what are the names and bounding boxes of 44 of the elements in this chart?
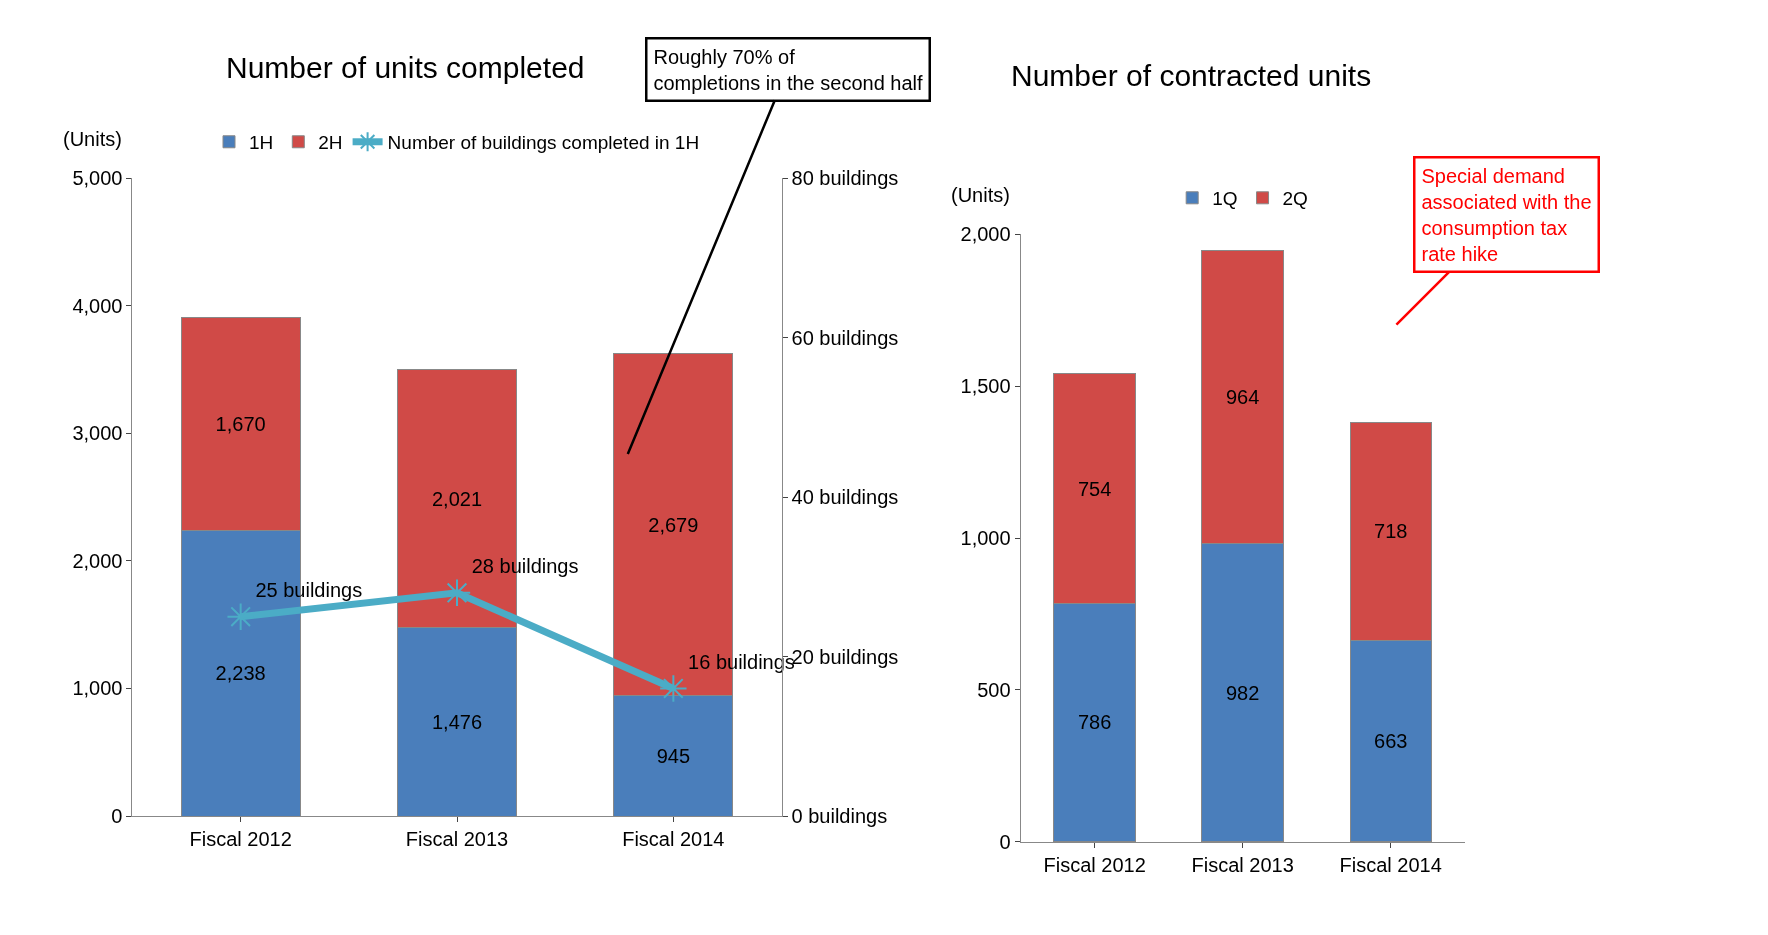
y2-tick-label: 0 buildings	[791, 805, 888, 828]
chart-title: Number of contracted units	[1011, 59, 1372, 92]
y-tick-label: 3,000	[72, 422, 123, 445]
data-label: 2,021	[431, 487, 483, 510]
legend-label: 2Q	[1282, 188, 1308, 210]
data-label: 718	[1374, 520, 1408, 543]
y-tick-label: 500	[977, 678, 1011, 701]
legend-label: Number of buildings completed in 1H	[387, 132, 700, 154]
data-label: 2,679	[648, 513, 699, 536]
y-tick-label: 1,000	[960, 527, 1011, 550]
y-axis-title: (Units)	[63, 128, 122, 150]
y-tick-label: 2,000	[72, 549, 123, 572]
y-tick-label: 0	[999, 830, 1011, 853]
data-label: 1,476	[431, 710, 483, 733]
y-tick-label: 1,500	[960, 375, 1011, 398]
x-tick-label: Fiscal 2012	[1043, 853, 1146, 876]
legend-label: 1Q	[1212, 188, 1238, 210]
x-tick-label: Fiscal 2014	[1339, 853, 1442, 876]
data-label: 1,670	[215, 412, 266, 435]
y2-tick-label: 40 buildings	[791, 486, 899, 509]
data-label: 663	[1374, 730, 1408, 753]
data-label: 754	[1077, 477, 1112, 500]
data-label: 786	[1077, 711, 1112, 734]
x-tick-label: Fiscal 2013	[405, 828, 509, 851]
y-tick-label: 2,000	[960, 223, 1011, 246]
y-tick-label: 1,000	[72, 677, 123, 700]
y-tick-label: 0	[111, 805, 123, 828]
data-label: 982	[1225, 681, 1260, 704]
legend-label: 1H	[249, 132, 274, 154]
legend-label: 2H	[318, 132, 343, 154]
y-tick-label: 4,000	[72, 294, 123, 317]
data-label: 964	[1225, 386, 1260, 409]
x-tick-label: Fiscal 2014	[622, 828, 725, 851]
annotation: Special demand associated with the consumption tax rate hike	[1421, 164, 1592, 265]
data-label: 2,238	[215, 662, 266, 685]
y-axis-title: (Units)	[951, 184, 1010, 206]
chart-title: Number of units completed	[226, 51, 585, 84]
x-tick-label: Fiscal 2012	[189, 828, 292, 851]
x-tick-label: Fiscal 2013	[1191, 853, 1294, 876]
y2-tick-label: 60 buildings	[791, 326, 899, 349]
data-label: 945	[656, 744, 691, 767]
y-tick-label: 5,000	[72, 167, 123, 190]
y2-tick-label: 80 buildings	[791, 167, 899, 190]
text: Roughly 70% of completions in the second half	[653, 45, 923, 94]
